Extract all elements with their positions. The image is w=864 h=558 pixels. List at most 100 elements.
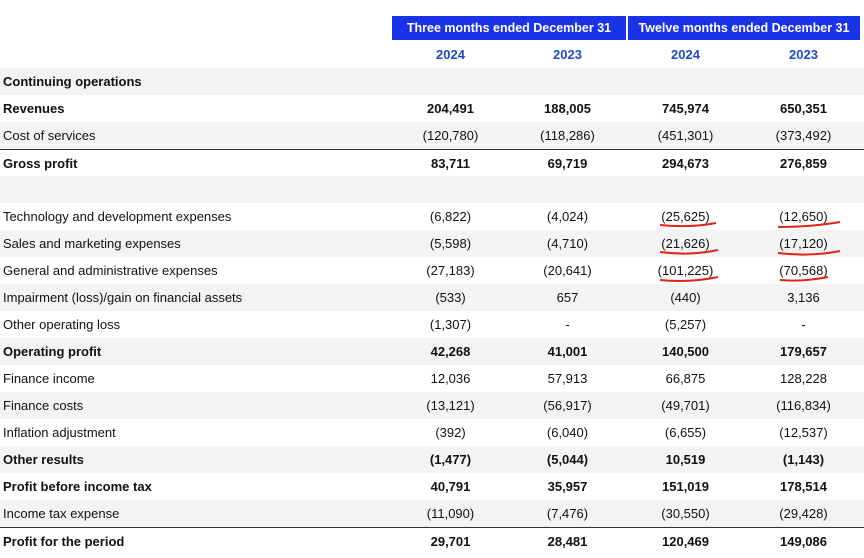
row-label: Gross profit (3, 156, 78, 171)
value-cell: - (565, 317, 570, 332)
row-label: Impairment (loss)/gain on financial asse… (3, 290, 243, 305)
table-row: Impairment (loss)/gain on financial asse… (0, 284, 864, 311)
table-row (0, 176, 864, 203)
value-cell: (11,090) (426, 506, 475, 521)
row-label: Inflation adjustment (3, 425, 116, 440)
row-label: General and administrative expenses (3, 263, 218, 278)
value-cell: (5,257) (664, 317, 707, 332)
value-cell: (101,225) (657, 263, 714, 278)
row-label: Other results (3, 452, 84, 467)
value-cell: (392) (435, 425, 466, 440)
value-cell: (451,301) (657, 128, 714, 143)
value-cell: 178,514 (780, 479, 827, 494)
row-label: Profit before income tax (3, 479, 152, 494)
value-cell: - (801, 317, 806, 332)
table-row: Other operating loss (1,307) - (5,257) - (0, 311, 864, 338)
value-cell: (6,040) (546, 425, 589, 440)
value-cell: (29,428) (779, 506, 828, 521)
table-row: Technology and development expenses (6,82… (0, 203, 864, 230)
value-cell: 35,957 (547, 479, 588, 494)
value-cell: (373,492) (775, 128, 832, 143)
row-label: Finance income (3, 371, 95, 386)
value-cell: 149,086 (780, 534, 827, 549)
value-cell: (12,537) (779, 425, 828, 440)
value-cell: 42,268 (430, 344, 471, 359)
table-row: Continuing operations (0, 68, 864, 95)
value-cell (627, 68, 744, 95)
table-row: General and administrative expenses (27,1… (0, 257, 864, 284)
value-cell: (5,044) (546, 452, 589, 467)
value-cell: (440) (670, 290, 701, 305)
table-row: Cost of services (120,780) (118,286) (451,3… (0, 122, 864, 149)
value-cell: (6,655) (664, 425, 707, 440)
value-cell: (5,598) (429, 236, 472, 251)
value-cell: (1,143) (782, 452, 825, 467)
table-row: Profit for the period 29,701 28,481 120,469… (0, 527, 864, 554)
value-cell: 41,001 (547, 344, 588, 359)
value-cell: (12,650) (779, 209, 828, 224)
value-cell: 657 (556, 290, 579, 305)
table-row: Finance income 12,036 57,913 66,875 128,228 (0, 365, 864, 392)
value-cell: 10,519 (665, 452, 706, 467)
value-cell: (118,286) (540, 128, 595, 143)
value-cell: 3,136 (787, 290, 820, 305)
table-row: Profit before income tax 40,791 35,957 151,… (0, 473, 864, 500)
row-label: Technology and development expenses (3, 209, 232, 224)
year-header-q-2024: 2024 (436, 46, 465, 62)
table-row: Revenues 204,491 188,005 745,974 650,351 (0, 95, 864, 122)
table-row: Operating profit 42,268 41,001 140,500 179,6… (0, 338, 864, 365)
row-label: Profit for the period (3, 534, 125, 549)
row-label: Finance costs (3, 398, 84, 413)
row-label: Income tax expense (3, 506, 120, 521)
header-twelve-months: Twelve months ended December 31 (628, 16, 860, 40)
table-row: Inflation adjustment (392) (6,040) (6,655) (… (0, 419, 864, 446)
value-cell: 83,711 (430, 156, 471, 171)
row-label: Cost of services (3, 128, 96, 143)
value-cell: (4,024) (546, 209, 589, 224)
table-row: Gross profit 83,711 69,719 294,673 276,859 (0, 149, 864, 176)
value-cell: 650,351 (780, 101, 827, 116)
table-row: Finance costs (13,121) (56,917) (49,701) (11… (0, 392, 864, 419)
value-cell: (49,701) (661, 398, 710, 413)
value-cell: (30,550) (661, 506, 710, 521)
value-cell: 140,500 (662, 344, 709, 359)
table-row: Sales and marketing expenses (5,598) (4,71… (0, 230, 864, 257)
table-row: Other results (1,477) (5,044) 10,519 (1,143) (0, 446, 864, 473)
value-cell: (13,121) (426, 398, 475, 413)
value-cell: (17,120) (779, 236, 828, 251)
value-cell: 57,913 (547, 371, 588, 386)
value-cell: 120,469 (662, 534, 709, 549)
row-label: Continuing operations (3, 74, 142, 89)
value-cell: (6,822) (429, 209, 472, 224)
value-cell: (4,710) (546, 236, 589, 251)
year-header-y-2023: 2023 (789, 46, 818, 62)
value-cell: (20,641) (543, 263, 592, 278)
value-cell: 276,859 (780, 156, 827, 171)
value-cell (745, 176, 862, 203)
table-row: Income tax expense (11,090) (7,476) (30,550… (0, 500, 864, 527)
value-cell (392, 176, 509, 203)
year-header-y-2024: 2024 (671, 46, 700, 62)
value-cell: 12,036 (430, 371, 471, 386)
value-cell: 745,974 (662, 101, 709, 116)
row-label: Sales and marketing expenses (3, 236, 181, 251)
value-cell: (1,477) (429, 452, 472, 467)
value-cell: (120,780) (422, 128, 479, 143)
value-cell (509, 176, 626, 203)
header-three-months: Three months ended December 31 (392, 16, 626, 40)
value-cell (745, 68, 862, 95)
value-cell: 204,491 (427, 101, 474, 116)
value-cell: 69,719 (547, 156, 588, 171)
value-cell: 66,875 (665, 371, 706, 386)
value-cell: (70,568) (779, 263, 828, 278)
value-cell: (25,625) (661, 209, 710, 224)
value-cell: 294,673 (662, 156, 709, 171)
value-cell: (56,917) (543, 398, 592, 413)
value-cell: (1,307) (429, 317, 472, 332)
value-cell (509, 68, 626, 95)
value-cell: 28,481 (547, 534, 588, 549)
value-cell: 151,019 (662, 479, 709, 494)
value-cell: (533) (435, 290, 466, 305)
value-cell: 188,005 (544, 101, 591, 116)
value-cell: (116,834) (776, 398, 831, 413)
